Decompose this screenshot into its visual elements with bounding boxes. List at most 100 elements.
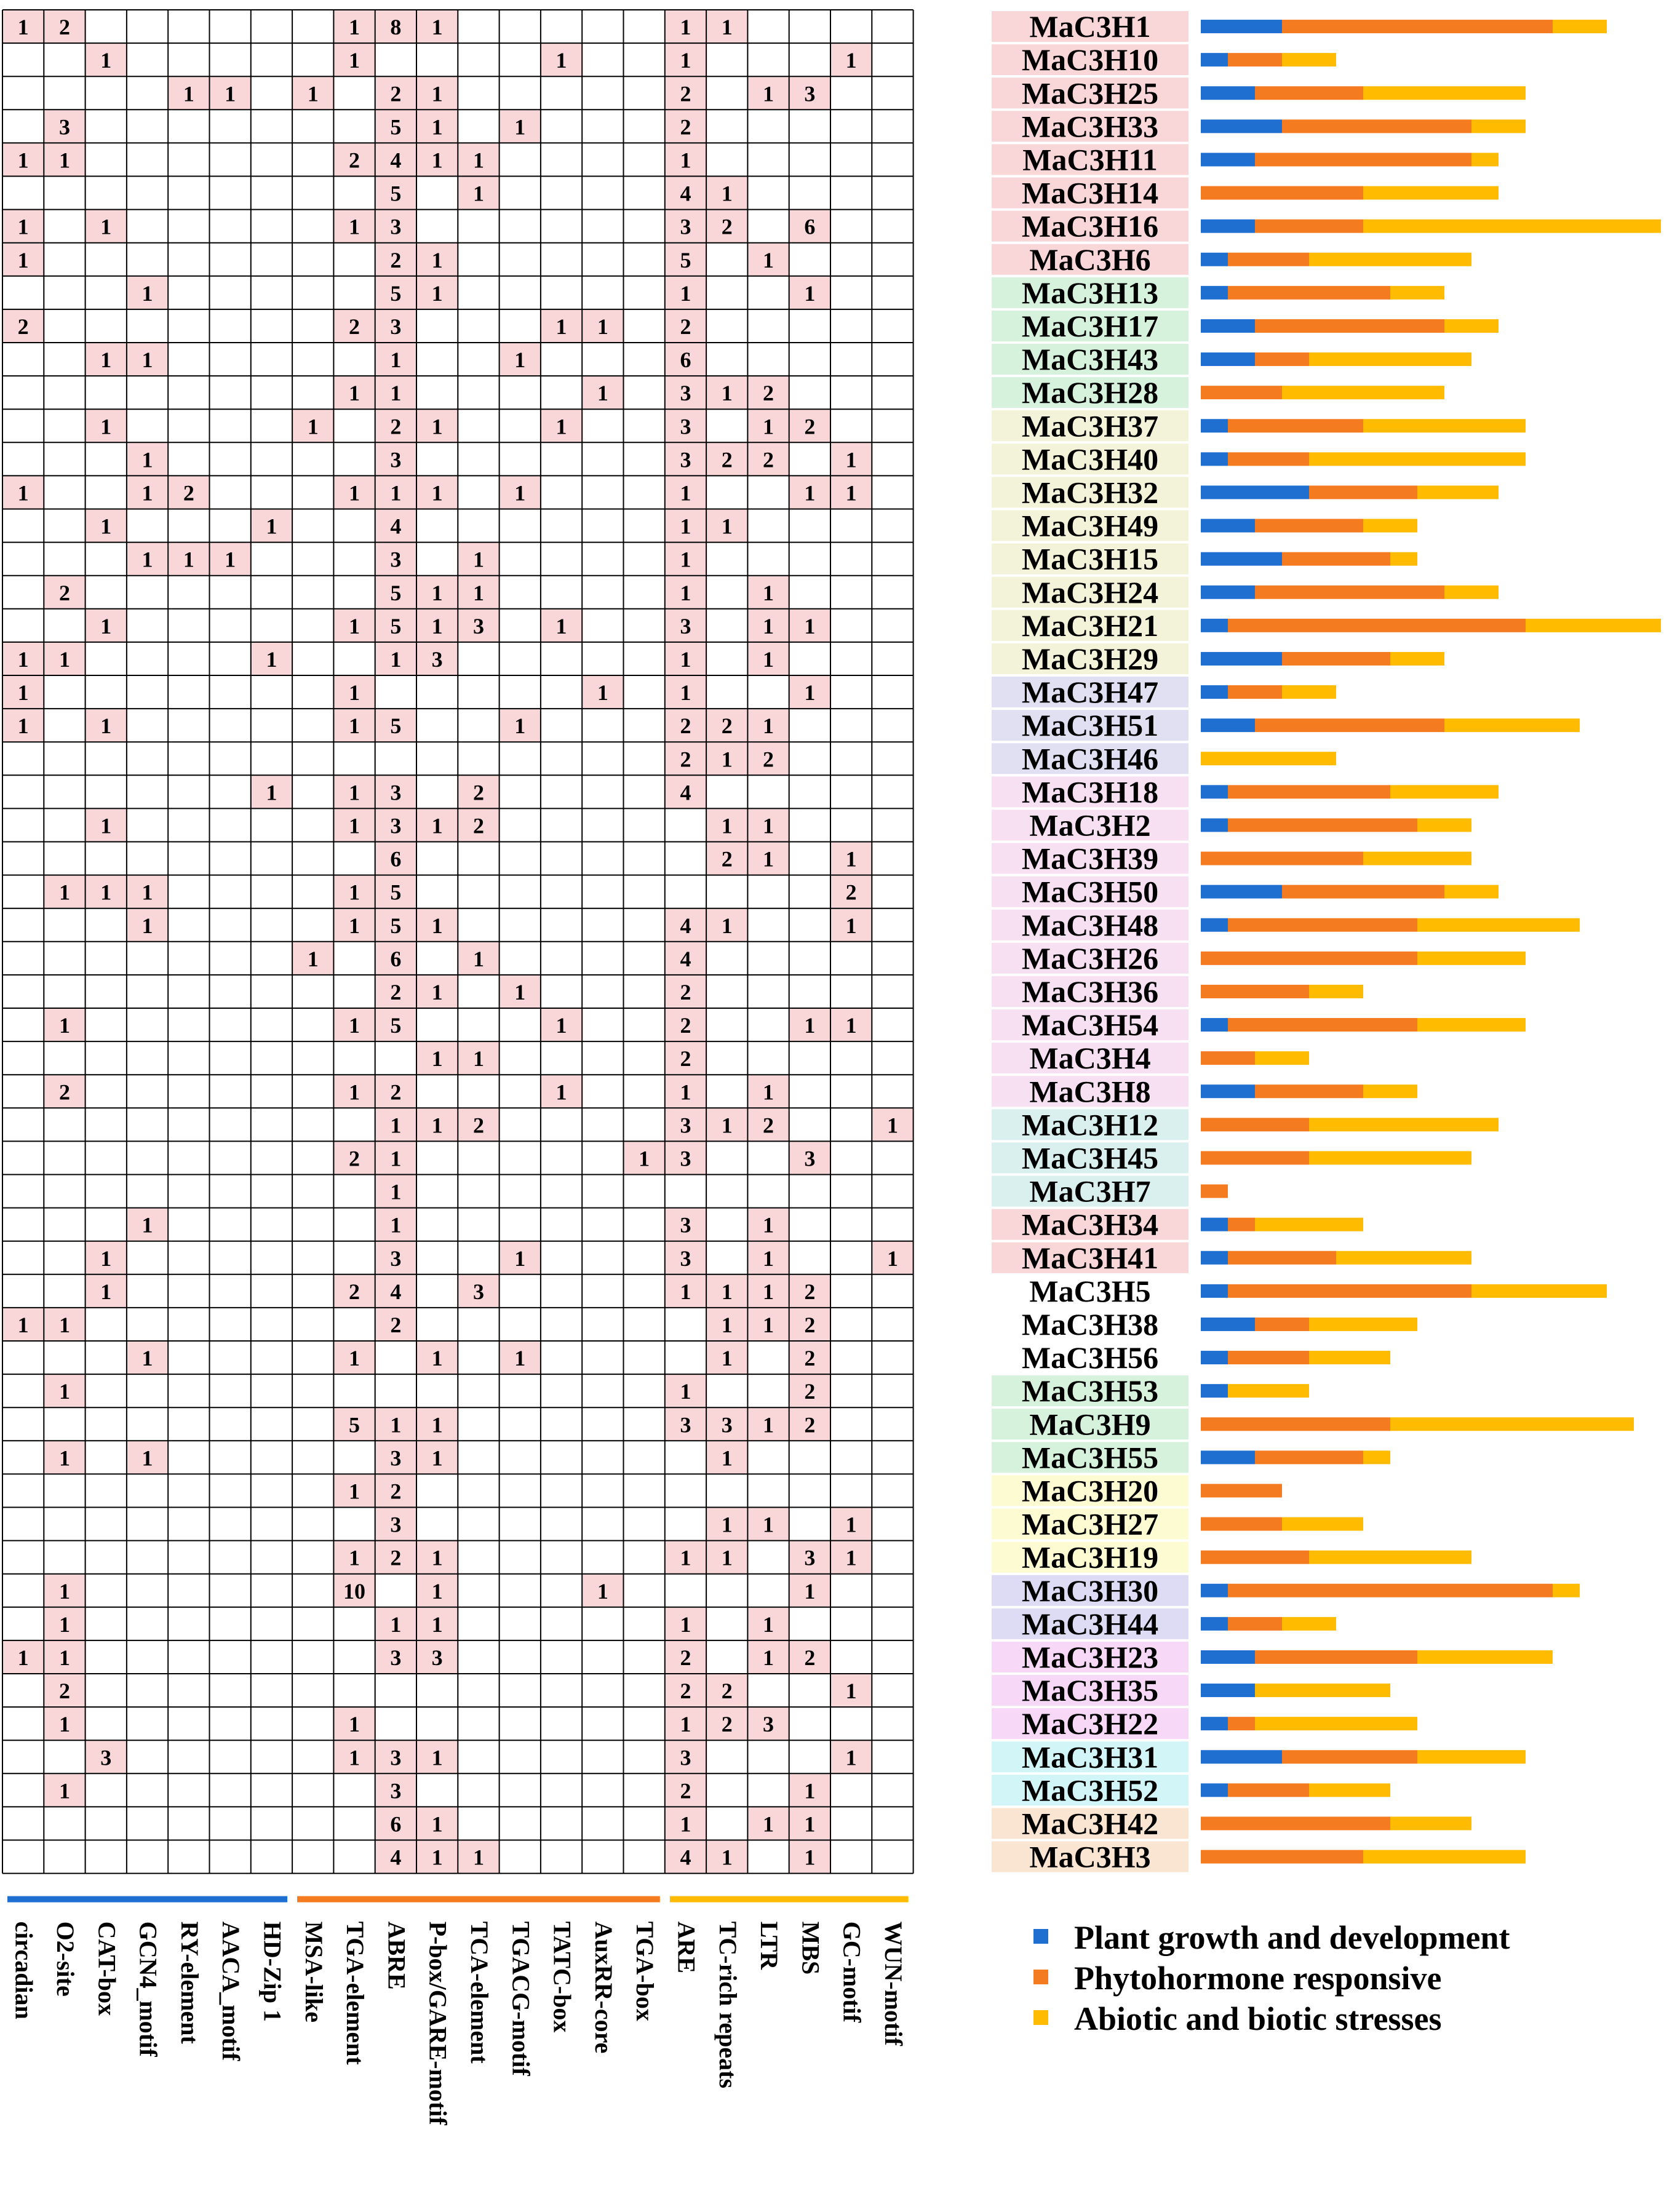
cell-count: 1 <box>763 647 774 672</box>
element-cell <box>831 1674 872 1707</box>
element-cell <box>169 543 209 575</box>
element-cell <box>417 1108 458 1141</box>
gene-label: MaC3H7 <box>1029 1174 1150 1209</box>
cell-count: 2 <box>680 1013 691 1038</box>
cell-count: 1 <box>680 148 691 172</box>
bar-segment-stress <box>1417 1018 1526 1032</box>
cell-count: 2 <box>804 1279 815 1304</box>
cell-count: 1 <box>142 348 153 372</box>
column-label: TGA-box <box>631 1922 659 2021</box>
element-cell <box>665 177 706 209</box>
cell-count: 1 <box>722 1546 733 1570</box>
cell-count: 1 <box>100 215 111 239</box>
cell-count: 1 <box>763 1612 774 1637</box>
bar-segment-stress <box>1363 186 1499 200</box>
bar-segment-growth <box>1201 718 1255 733</box>
cell-count: 1 <box>390 1146 401 1171</box>
cell-count: 8 <box>390 15 401 39</box>
cell-count: 3 <box>680 215 691 239</box>
bar-segment-growth <box>1201 552 1282 566</box>
gene-label: MaC3H37 <box>1022 408 1158 443</box>
element-cell <box>375 343 416 376</box>
element-cell <box>3 1640 44 1673</box>
element-cell <box>748 642 789 675</box>
gene-label-bg <box>992 1541 1188 1573</box>
element-cell <box>375 1175 416 1207</box>
cell-count: 2 <box>846 880 857 905</box>
bar-segment-stress <box>1336 1251 1471 1265</box>
cell-count: 2 <box>390 81 401 106</box>
element-cell <box>665 1042 706 1075</box>
cell-count: 2 <box>349 1279 360 1304</box>
gene-label-bg <box>992 78 1188 109</box>
element-cell <box>500 110 540 143</box>
cell-count: 1 <box>266 514 277 539</box>
bar-segment-phytohormone <box>1228 1583 1553 1597</box>
cell-count: 6 <box>804 215 815 239</box>
gene-label-bg <box>992 44 1188 76</box>
cell-count: 1 <box>100 614 111 638</box>
element-cell <box>334 776 375 808</box>
bar-segment-growth <box>1201 519 1255 533</box>
element-cell <box>748 376 789 409</box>
bar-segment-phytohormone <box>1201 1184 1228 1198</box>
element-cell <box>707 1541 747 1573</box>
bar-segment-growth <box>1201 918 1228 932</box>
element-cell <box>665 210 706 242</box>
bar-segment-phytohormone <box>1255 219 1363 233</box>
cell-count: 1 <box>432 480 443 505</box>
gene-label-bg <box>992 1175 1188 1207</box>
legend-label: Phytohormone responsive <box>1074 1960 1442 1997</box>
cell-count: 5 <box>390 581 401 605</box>
cell-count: 1 <box>680 680 691 705</box>
cell-count: 1 <box>597 1579 608 1604</box>
element-cell <box>375 1640 416 1673</box>
gene-label: MaC3H9 <box>1029 1407 1150 1441</box>
element-cell <box>127 543 168 575</box>
cell-count: 1 <box>432 148 443 172</box>
element-cell <box>789 1342 830 1374</box>
element-cell <box>748 842 789 875</box>
element-cell <box>375 177 416 209</box>
cell-count: 1 <box>59 1013 70 1038</box>
cell-count: 1 <box>142 281 153 306</box>
element-cell <box>44 1574 85 1607</box>
element-cell <box>583 376 623 409</box>
element-cell <box>44 1708 85 1740</box>
cell-count: 3 <box>804 1146 815 1171</box>
bar-segment-stress <box>1471 119 1526 133</box>
element-cell <box>665 77 706 109</box>
element-cell <box>375 376 416 409</box>
column-label: WUN-motif <box>880 1922 907 2046</box>
element-cell <box>665 309 706 342</box>
cell-count: 1 <box>432 1412 443 1437</box>
bar-segment-growth <box>1201 785 1228 799</box>
bar-segment-stress <box>1309 1351 1390 1365</box>
cell-count: 1 <box>432 1046 443 1071</box>
gene-label: MaC3H44 <box>1022 1607 1158 1641</box>
bar-segment-phytohormone <box>1228 1251 1336 1265</box>
gene-label-bg <box>992 244 1188 275</box>
element-cell <box>3 709 44 742</box>
element-cell <box>707 1408 747 1441</box>
element-cell <box>375 809 416 841</box>
bar-segment-stress <box>1417 918 1580 932</box>
element-cell <box>375 443 416 475</box>
cell-count: 1 <box>349 1745 360 1770</box>
cell-count: 1 <box>142 1346 153 1370</box>
cell-count: 2 <box>722 1712 733 1736</box>
cell-count: 1 <box>432 248 443 272</box>
column-label: GCN4_motif <box>135 1922 162 2058</box>
cell-count: 6 <box>680 348 691 372</box>
cell-count: 1 <box>763 1513 774 1537</box>
element-cell <box>375 1142 416 1174</box>
bar-segment-phytohormone <box>1201 1118 1309 1132</box>
cell-count: 2 <box>804 1645 815 1670</box>
bar-segment-growth <box>1201 1450 1255 1465</box>
gene-label-bg <box>992 1575 1188 1606</box>
cell-count: 1 <box>680 514 691 539</box>
element-cell <box>44 1441 85 1474</box>
column-label: TC-rich repeats <box>714 1922 742 2088</box>
element-cell <box>789 476 830 509</box>
gene-label-bg <box>992 809 1188 841</box>
